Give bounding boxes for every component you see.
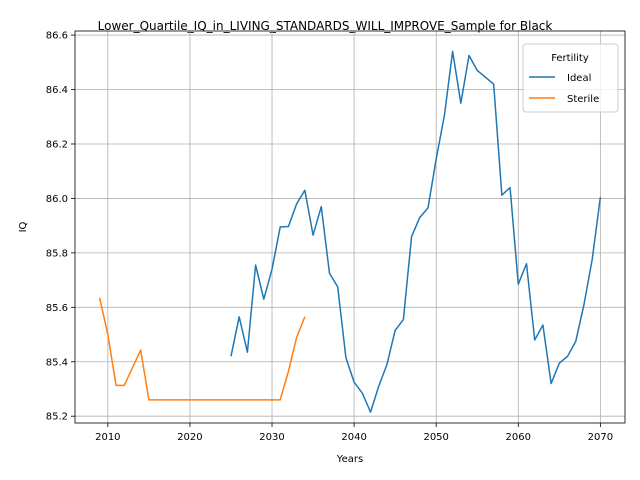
- x-tick-label: 2070: [588, 432, 613, 443]
- y-axis: 85.2 85.4 85.6 85.8 86.0 86.2 86.4 86.6: [46, 31, 75, 423]
- legend-label-sterile: Sterile: [567, 94, 599, 105]
- y-tick-label: 85.2: [46, 412, 68, 423]
- y-tick-label: 86.4: [46, 85, 68, 96]
- series-line-ideal: [230, 50, 602, 413]
- series-line-sterile: [98, 297, 306, 401]
- y-axis-label: IQ: [18, 221, 29, 232]
- chart-title: Lower_Quartile_IQ_in_LIVING_STANDARDS_WI…: [98, 19, 553, 33]
- x-tick-label: 2050: [423, 432, 448, 443]
- y-tick-label: 85.8: [46, 248, 68, 259]
- x-tick-label: 2060: [506, 432, 531, 443]
- x-tick-label: 2020: [177, 432, 202, 443]
- x-tick-label: 2030: [259, 432, 284, 443]
- y-tick-label: 85.6: [46, 303, 68, 314]
- x-axis: 2010 2020 2030 2040 2050 2060 2070: [95, 423, 613, 443]
- y-tick-label: 86.6: [46, 31, 68, 42]
- legend-label-ideal: Ideal: [567, 73, 591, 84]
- x-axis-label: Years: [336, 454, 363, 465]
- legend-title: Fertility: [551, 53, 589, 64]
- x-tick-label: 2010: [95, 432, 120, 443]
- x-tick-label: 2040: [341, 432, 366, 443]
- grid-layer: [75, 31, 625, 423]
- plot-frame: [74, 30, 626, 424]
- y-tick-label: 86.0: [46, 194, 68, 205]
- y-tick-label: 86.2: [46, 139, 68, 150]
- legend-box: [522, 43, 619, 113]
- legend: Fertility Ideal Sterile: [522, 43, 619, 113]
- y-tick-label: 85.4: [46, 357, 68, 368]
- series-layer: [98, 50, 602, 413]
